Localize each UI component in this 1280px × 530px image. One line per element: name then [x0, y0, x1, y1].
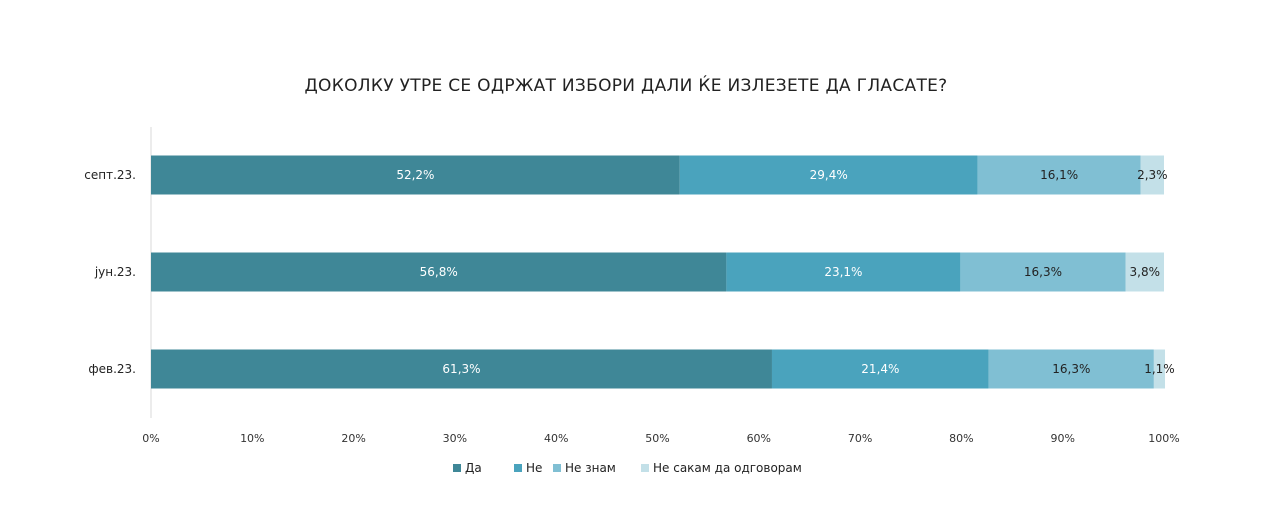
x-tick-label: 0% — [142, 432, 159, 445]
data-label: 16,3% — [1024, 265, 1062, 279]
x-tick-label: 80% — [949, 432, 973, 445]
legend: Да Не Не знам Не сакам да одговорам — [453, 461, 802, 475]
x-tick-label: 60% — [747, 432, 771, 445]
bar-segment — [977, 155, 1141, 195]
data-label: 56,8% — [420, 265, 458, 279]
data-label: 52,2% — [396, 168, 434, 182]
bar-segment — [771, 349, 989, 389]
x-tick-label: 100% — [1148, 432, 1179, 445]
legend-label: Не знам — [565, 461, 616, 475]
legend-swatch — [641, 464, 649, 472]
legend-swatch — [453, 464, 461, 472]
category-label: септ.23. — [84, 168, 136, 182]
legend-swatch — [514, 464, 522, 472]
plot-area: септ.23. 52,2% 29,4% 16,1% 2,3% јун.23. 56,8% 2… — [84, 127, 1180, 445]
legend-swatch — [553, 464, 561, 472]
bar-segment — [679, 155, 978, 195]
x-tick-label: 30% — [443, 432, 467, 445]
data-label: 61,3% — [442, 362, 480, 376]
x-tick-label: 90% — [1050, 432, 1074, 445]
bar-segment — [151, 349, 772, 389]
legend-label: Не сакам да одговорам — [653, 461, 802, 475]
x-tick-label: 50% — [645, 432, 669, 445]
bar-segment — [151, 252, 727, 292]
legend-label: Не — [526, 461, 542, 475]
category-label: јун.23. — [94, 265, 136, 279]
data-label: 16,1% — [1040, 168, 1078, 182]
bar-segment — [960, 252, 1126, 292]
data-label: 23,1% — [824, 265, 862, 279]
x-tick-label: 10% — [240, 432, 264, 445]
bar-segment — [726, 252, 961, 292]
data-label: 1,1% — [1144, 362, 1175, 376]
data-label: 21,4% — [861, 362, 899, 376]
bar-segment — [1125, 252, 1164, 292]
category-label: фев.23. — [88, 362, 136, 376]
x-tick-label: 20% — [341, 432, 365, 445]
bar-segment — [1140, 155, 1164, 195]
data-label: 3,8% — [1130, 265, 1161, 279]
chart-title: ДОКОЛКУ УТРЕ СЕ ОДРЖАТ ИЗБОРИ ДАЛИ ЌЕ ИЗ… — [304, 74, 947, 96]
bar-segment — [988, 349, 1154, 389]
data-label: 2,3% — [1137, 168, 1168, 182]
data-label: 29,4% — [810, 168, 848, 182]
bar-segment — [1153, 349, 1166, 389]
bar-segment — [151, 155, 680, 195]
data-label: 16,3% — [1052, 362, 1090, 376]
x-tick-label: 40% — [544, 432, 568, 445]
x-tick-label: 70% — [848, 432, 872, 445]
legend-label: Да — [465, 461, 482, 475]
